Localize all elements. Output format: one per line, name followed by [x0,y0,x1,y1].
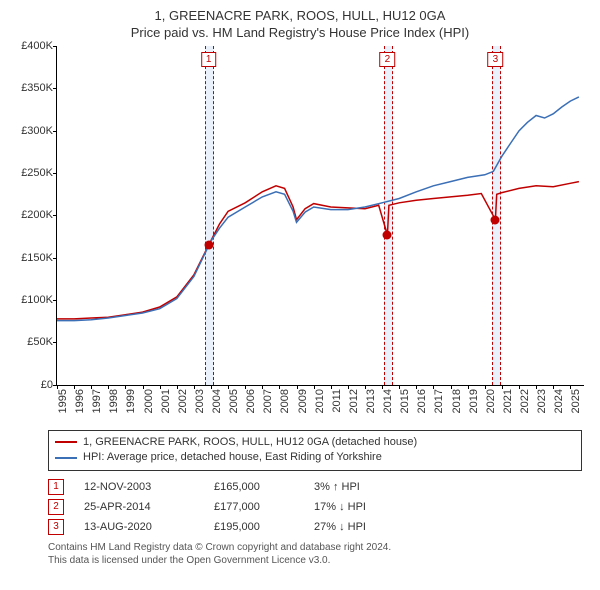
y-tick-mark [53,300,57,301]
y-tick-label: £200K [21,209,57,221]
legend-label-subject: 1, GREENACRE PARK, ROOS, HULL, HU12 0GA … [83,435,417,450]
y-tick-label: £400K [21,40,57,52]
sale-number-badge: 3 [48,519,64,535]
legend-box: 1, GREENACRE PARK, ROOS, HULL, HU12 0GA … [48,430,582,471]
chart-lines-svg [57,46,584,385]
y-tick-mark [53,215,57,216]
sale-highlight-number: 2 [380,52,396,67]
legend-row-subject: 1, GREENACRE PARK, ROOS, HULL, HU12 0GA … [55,435,575,450]
y-tick-label: £350K [21,82,57,94]
sale-number-badge: 1 [48,479,64,495]
legend-swatch-subject [55,441,77,443]
sales-table: 1 12-NOV-2003 £165,000 3% ↑ HPI 2 25-APR… [48,477,582,537]
attribution-line2: This data is licensed under the Open Gov… [48,554,582,567]
sale-price: £177,000 [214,501,304,513]
x-axis-labels [56,386,584,424]
title-subtitle: Price paid vs. HM Land Registry's House … [10,25,590,42]
sale-marker-dot [491,215,500,224]
table-row: 1 12-NOV-2003 £165,000 3% ↑ HPI [48,477,582,497]
sale-delta: 27% ↓ HPI [314,521,424,533]
y-tick-mark [53,258,57,259]
sale-marker-dot [383,230,392,239]
y-tick-mark [53,88,57,89]
y-tick-mark [53,131,57,132]
sale-marker-dot [204,240,213,249]
sale-price: £165,000 [214,481,304,493]
y-tick-mark [53,173,57,174]
table-row: 2 25-APR-2014 £177,000 17% ↓ HPI [48,497,582,517]
y-tick-label: £250K [21,167,57,179]
sale-number-badge: 2 [48,499,64,515]
series-line-hpi [57,97,579,321]
table-row: 3 13-AUG-2020 £195,000 27% ↓ HPI [48,517,582,537]
y-tick-mark [53,342,57,343]
legend-row-hpi: HPI: Average price, detached house, East… [55,450,575,465]
series-line-subject [57,181,579,318]
legend-label-hpi: HPI: Average price, detached house, East… [83,450,382,465]
sale-delta: 3% ↑ HPI [314,481,424,493]
legend-swatch-hpi [55,457,77,459]
sale-date: 25-APR-2014 [84,501,204,513]
chart-title-block: 1, GREENACRE PARK, ROOS, HULL, HU12 0GA … [10,8,590,42]
sale-date: 12-NOV-2003 [84,481,204,493]
title-address: 1, GREENACRE PARK, ROOS, HULL, HU12 0GA [10,8,590,25]
sale-date: 13-AUG-2020 [84,521,204,533]
chart-plot-area: £0£50K£100K£150K£200K£250K£300K£350K£400… [56,46,584,386]
sale-highlight-number: 1 [201,52,217,67]
sale-delta: 17% ↓ HPI [314,501,424,513]
attribution-line1: Contains HM Land Registry data © Crown c… [48,541,582,554]
y-tick-label: £100K [21,294,57,306]
y-tick-label: £150K [21,252,57,264]
sale-price: £195,000 [214,521,304,533]
attribution-text: Contains HM Land Registry data © Crown c… [48,541,582,567]
sale-highlight-number: 3 [488,52,504,67]
y-tick-label: £300K [21,125,57,137]
y-tick-mark [53,46,57,47]
